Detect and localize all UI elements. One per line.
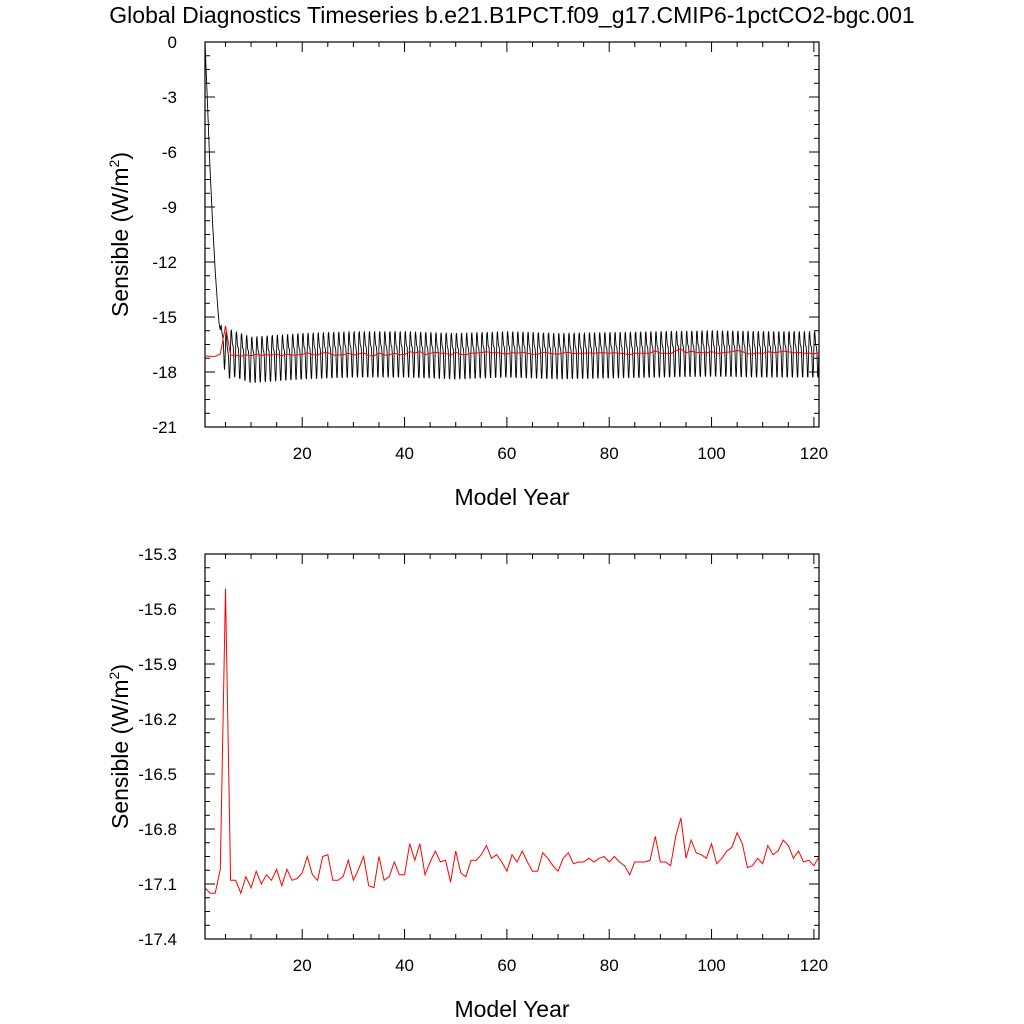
y-tick-label: -17.1 (138, 875, 177, 894)
top-plot-area (205, 42, 819, 383)
x-tick-label: 40 (395, 444, 414, 463)
x-tick-label: 20 (293, 444, 312, 463)
series-lines (205, 588, 819, 895)
x-tick-label: 40 (395, 956, 414, 975)
top-plot-frame (204, 41, 820, 428)
x-tick-label: 80 (600, 956, 619, 975)
top-y-axis-label-end: ) (107, 152, 133, 160)
annual-series-line (205, 325, 819, 357)
top-y-axis-label-sup: 2 (106, 159, 122, 167)
bottom-y-axis-label-main: Sensible (W/m (107, 679, 133, 829)
x-tick-label: 100 (697, 956, 725, 975)
bottom-panel: 20 40 60 80 100 120 -15.3 -15.6 -15.9 -16.2 -16.5 -… (106, 545, 828, 1022)
x-tick-label: 20 (293, 956, 312, 975)
x-tick-label: 120 (800, 956, 828, 975)
top-axis-ticks: 20 40 60 80 100 120 0 -3 -6 -9 -12 -15 -18 -21 (152, 33, 828, 463)
y-tick-label: -9 (162, 198, 177, 217)
y-tick-label: -21 (152, 418, 177, 437)
y-tick-label: -6 (162, 143, 177, 162)
y-tick-label: -3 (162, 88, 177, 107)
top-y-axis-label-main: Sensible (W/m (107, 167, 133, 317)
x-tick-label: 100 (697, 444, 725, 463)
bottom-y-axis-label-sup: 2 (106, 671, 122, 679)
series-lines (205, 42, 819, 383)
y-tick-label: -15.6 (138, 600, 177, 619)
bottom-axis-ticks: 20 40 60 80 100 120 -15.3 -15.6 -15.9 -16.2 -16.5 -… (138, 545, 828, 975)
x-tick-label: 120 (800, 444, 828, 463)
x-tick-label: 60 (497, 956, 516, 975)
y-tick-label: -18 (152, 363, 177, 382)
annual-series-line (205, 588, 819, 895)
bottom-plot-frame (204, 553, 820, 940)
y-tick-label: -15.9 (138, 655, 177, 674)
top-y-axis-label: Sensible (W/m2) (106, 152, 133, 317)
y-tick-label: 0 (168, 33, 177, 52)
bottom-y-axis-label: Sensible (W/m2) (106, 664, 133, 829)
bottom-y-axis-label-end: ) (107, 664, 133, 672)
bottom-plot-area (205, 588, 819, 895)
y-tick-label: -17.4 (138, 930, 177, 949)
y-tick-label: -12 (152, 253, 177, 272)
top-x-axis-label: Model Year (454, 484, 569, 510)
y-tick-label: -15 (152, 308, 177, 327)
top-panel: 20 40 60 80 100 120 0 -3 -6 -9 -12 -15 -18 -21 Model … (106, 33, 828, 510)
x-tick-label: 60 (497, 444, 516, 463)
x-tick-label: 80 (600, 444, 619, 463)
y-tick-label: -15.3 (138, 545, 177, 564)
monthly-series-line (205, 42, 819, 383)
y-tick-label: -16.5 (138, 765, 177, 784)
chart-title: Global Diagnostics Timeseries b.e21.B1PC… (109, 2, 915, 28)
bottom-x-axis-label: Model Year (454, 996, 569, 1022)
y-tick-label: -16.8 (138, 820, 177, 839)
y-tick-label: -16.2 (138, 710, 177, 729)
